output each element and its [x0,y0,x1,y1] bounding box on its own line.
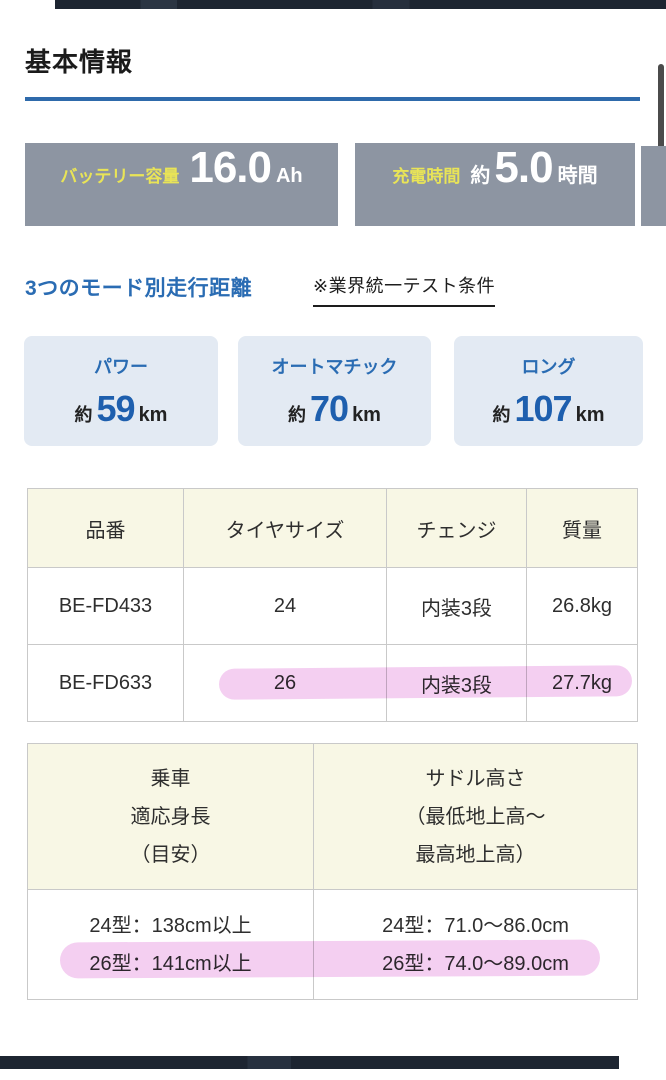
spec-header-model: 品番 [27,488,184,568]
mode-unit: km [352,403,381,426]
table-row: BE-FD433 24 内装3段 26.8kg [27,567,638,645]
charge-time-banner: 充電時間 約 5.0 時間 [355,143,635,226]
spec-cell-tire-size: 24 [183,567,387,645]
mode-distance-value: 59 [96,387,136,429]
size-cell-saddle-height: 24型：71.0～86.0cm 26型：74.0～89.0cm [313,889,638,1000]
title-underline-rule [25,97,640,101]
charge-time-prefix: 約 [470,165,491,187]
charge-time-label: 充電時間 [392,167,461,186]
size-cell-rider-height: 24型：138cm以上 26型：141cm以上 [27,889,314,1000]
spec-cell-gear: 内装3段 [386,644,527,722]
mode-value: 約 107 km [493,388,605,430]
size-header-rider-height: 乗車 適応身長 （目安） [27,743,314,890]
mode-unit: km [575,403,605,426]
spec-header-gear: チェンジ [386,488,527,568]
scrollbar-thumb[interactable] [658,64,664,188]
mode-card-long: ロング 約 107 km [454,336,643,446]
header-line: （最低地上高～ [405,805,546,828]
size-header-row: 乗車 適応身長 （目安） サドル高さ （最低地上高～ 最高地上高） [27,743,638,890]
header-line: サドル高さ [425,767,526,790]
saddle-height-26: 26型：74.0～89.0cm [382,952,569,975]
charge-time-unit: 時間 [557,165,598,187]
mode-value: 約 59 km [75,388,168,430]
bottom-image-strip [0,1056,619,1069]
next-banner-peek [641,146,666,226]
mode-prefix: 約 [492,404,511,425]
page-title: 基本情報 [25,47,134,77]
mode-name: オートマチック [271,356,398,377]
size-header-saddle-height: サドル高さ （最低地上高～ 最高地上高） [313,743,638,890]
spec-cell-model: BE-FD633 [27,644,184,722]
mode-card-automatic: オートマチック 約 70 km [238,336,431,446]
header-line: 適応身長 [130,805,211,828]
table-row: 24型：138cm以上 26型：141cm以上 24型：71.0～86.0cm … [27,889,638,1000]
battery-capacity-unit: Ah [275,165,303,187]
battery-capacity-label: バッテリー容量 [60,167,180,186]
spec-cell-model: BE-FD433 [27,567,184,645]
mode-distance-value: 107 [514,387,573,429]
spec-header-row: 品番 タイヤサイズ チェンジ 質量 [27,488,638,568]
spec-cell-gear: 内装3段 [386,567,527,645]
modes-section-title: 3つのモード別走行距離 [25,277,253,300]
rider-height-24: 24型：138cm以上 [89,914,252,937]
mode-unit: km [138,403,168,426]
header-line: 乗車 [150,767,191,790]
header-line: 最高地上高） [415,843,536,866]
model-spec-table: 品番 タイヤサイズ チェンジ 質量 BE-FD433 24 内装3段 26.8k… [27,488,638,722]
battery-capacity-value: 16.0 [189,143,272,192]
mode-distance-value: 70 [310,387,349,429]
saddle-height-24: 24型：71.0～86.0cm [382,914,569,937]
mode-value: 約 70 km [288,388,381,430]
spec-header-weight: 質量 [526,488,638,568]
mode-name: パワー [94,356,148,377]
top-image-strip [55,0,666,9]
battery-capacity-banner: バッテリー容量 16.0 Ah [25,143,338,226]
header-line: （目安） [130,843,211,866]
spec-header-tire-size: タイヤサイズ [183,488,387,568]
table-row: BE-FD633 26 内装3段 27.7kg [27,644,638,722]
spec-cell-weight: 27.7kg [526,644,638,722]
spec-cell-tire-size: 26 [183,644,387,722]
spec-cell-weight: 26.8kg [526,567,638,645]
mode-prefix: 約 [288,404,307,425]
rider-size-table: 乗車 適応身長 （目安） サドル高さ （最低地上高～ 最高地上高） 24型：13… [27,743,638,1000]
mode-name: ロング [521,356,576,377]
mode-card-power: パワー 約 59 km [24,336,218,446]
mode-prefix: 約 [74,404,93,425]
industry-test-note-link[interactable]: ※業界統一テスト条件 [313,272,496,307]
rider-height-26: 26型：141cm以上 [89,952,252,975]
charge-time-value: 5.0 [494,143,553,192]
